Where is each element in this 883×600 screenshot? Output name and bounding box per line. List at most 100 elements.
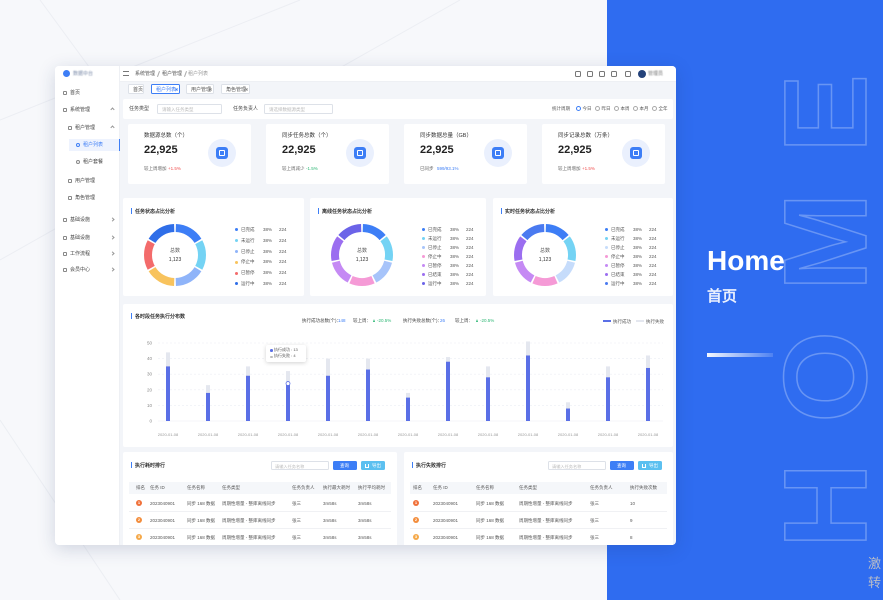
menu-item[interactable]: 租户管理 — [75, 125, 96, 131]
radio[interactable] — [652, 106, 657, 111]
watermark: HOME — [760, 34, 883, 548]
tooltip-dot — [270, 349, 273, 352]
query-button[interactable]: 查询 — [610, 461, 634, 470]
tab-label: 用户管理 — [191, 86, 212, 93]
table-cell: 张三 — [292, 517, 301, 523]
user-name[interactable]: 管理员 — [648, 71, 664, 77]
menu-icon — [63, 252, 67, 256]
legend-count: 224 — [649, 236, 657, 241]
donut-segment — [380, 236, 393, 261]
tab[interactable]: 用户管理 — [186, 84, 214, 94]
toolbar-icon[interactable] — [611, 71, 617, 77]
panel-title: 实时任务状态占比分析 — [505, 208, 556, 215]
legend-name: 已停止 — [241, 248, 255, 254]
legend-dot — [235, 260, 238, 264]
rank-badge: 1 — [136, 500, 142, 506]
breadcrumb-item: 租户列表 — [188, 71, 209, 77]
legend-name: 运行中 — [428, 281, 442, 286]
donut-segment — [195, 240, 206, 270]
radio[interactable] — [576, 106, 581, 111]
hero-subtitle: 首页 — [707, 288, 738, 305]
table-cell: 2023040901 — [433, 517, 459, 523]
legend-count: 224 — [466, 236, 474, 241]
legend-count: 224 — [649, 281, 657, 286]
tab[interactable]: 首页 — [128, 84, 144, 94]
legend-name: 运行中 — [241, 281, 255, 286]
menu-item[interactable]: 系统管理 — [70, 107, 91, 113]
owner-input[interactable]: 请选择数据源类型 — [264, 104, 333, 114]
legend-dot — [422, 264, 425, 268]
stat-card: 同步任务总数（个） 22,925 较上周减少 -1.5% — [266, 124, 389, 184]
menu-item[interactable]: 基础设施 — [70, 217, 91, 223]
toolbar-icon[interactable] — [625, 71, 631, 77]
breadcrumb-item: 系统管理 — [135, 71, 156, 77]
donut-segment — [338, 224, 362, 241]
menu-chevron — [110, 217, 115, 222]
query-button[interactable]: 查询 — [333, 461, 357, 470]
table-cell: 同步 168 数据 — [187, 500, 216, 506]
legend-name: 已暂停 — [428, 263, 442, 268]
donut-segment — [148, 267, 175, 286]
legend-name: 停止中 — [611, 254, 625, 259]
table-header: 排名 — [136, 485, 145, 490]
table-header: 执行平均耗时 — [358, 485, 385, 490]
menu-item[interactable]: 工作流程 — [70, 251, 91, 257]
menu-item[interactable]: 租户套餐 — [83, 159, 104, 165]
x-tick-label: 2020-01-08 — [158, 432, 179, 437]
legend-dot — [422, 237, 425, 241]
donut-center-value: 1,123 — [169, 257, 182, 263]
menu-item[interactable]: 用户管理 — [75, 178, 96, 184]
table-cell: 3m58s — [358, 500, 372, 506]
search-input[interactable]: 请输入任务名称 — [271, 461, 329, 470]
task-type-input[interactable]: 请输入任务类型 — [157, 104, 222, 114]
tab[interactable]: 角色管理 — [221, 84, 250, 94]
toolbar-icon[interactable] — [575, 71, 581, 77]
table-cell: 张三 — [292, 500, 301, 506]
stat-value: 22,925 — [558, 144, 592, 156]
legend-dot — [235, 228, 238, 232]
menu-toggle — [123, 71, 129, 76]
export-button[interactable]: 导出 — [638, 461, 662, 470]
table-cell: 张三 — [292, 534, 301, 540]
legend-name: 已结束 — [428, 272, 442, 277]
radio[interactable] — [614, 106, 619, 111]
menu-chevron — [110, 125, 115, 130]
donut-center-label: 总数 — [170, 247, 180, 254]
tab-label: 租户列表 — [156, 86, 177, 93]
table-header: 执行最大耗时 — [323, 485, 350, 490]
x-tick-label: 2020-01-08 — [598, 432, 619, 437]
menu-item[interactable]: 租户列表 — [83, 142, 104, 148]
menu-active-bg — [69, 139, 120, 151]
menu-item[interactable]: 基础设施 — [70, 235, 91, 241]
breadcrumb-sep — [157, 71, 160, 77]
table-header: 任务名称 — [476, 485, 494, 490]
table-cell: 3m58s — [358, 534, 372, 540]
menu-icon — [63, 108, 67, 112]
legend-percent: 38% — [633, 281, 643, 286]
toolbar-icon[interactable] — [587, 71, 593, 77]
legend-count: 224 — [649, 254, 657, 259]
menu-item[interactable]: 会员中心 — [70, 267, 91, 273]
table-cell: 张三 — [590, 534, 599, 540]
export-button[interactable]: 导出 — [361, 461, 385, 470]
radio-label: 昨日 — [601, 105, 611, 111]
menu-item[interactable]: 角色管理 — [75, 195, 96, 201]
panel-title: 执行耗时排行 — [135, 462, 166, 469]
tab[interactable]: 租户列表 — [151, 84, 180, 94]
table-cell: 2023040901 — [433, 500, 459, 506]
radio[interactable] — [595, 106, 600, 111]
menu-item[interactable]: 首页 — [70, 90, 81, 96]
button-label: 查询 — [617, 462, 626, 468]
bar — [206, 392, 210, 421]
table-header: 任务负责人 — [590, 485, 613, 490]
donut-segment — [331, 260, 352, 283]
x-tick-label: 2020-01-08 — [438, 432, 459, 437]
toolbar-icon[interactable] — [599, 71, 605, 77]
search-input[interactable]: 请输入任务名称 — [548, 461, 606, 470]
legend-dot — [235, 239, 238, 243]
radio[interactable] — [633, 106, 638, 111]
trend-arrow — [373, 319, 375, 322]
legend-count: 224 — [466, 227, 474, 232]
stat-icon — [492, 147, 504, 159]
trend-summary: 较上周： — [455, 318, 473, 323]
